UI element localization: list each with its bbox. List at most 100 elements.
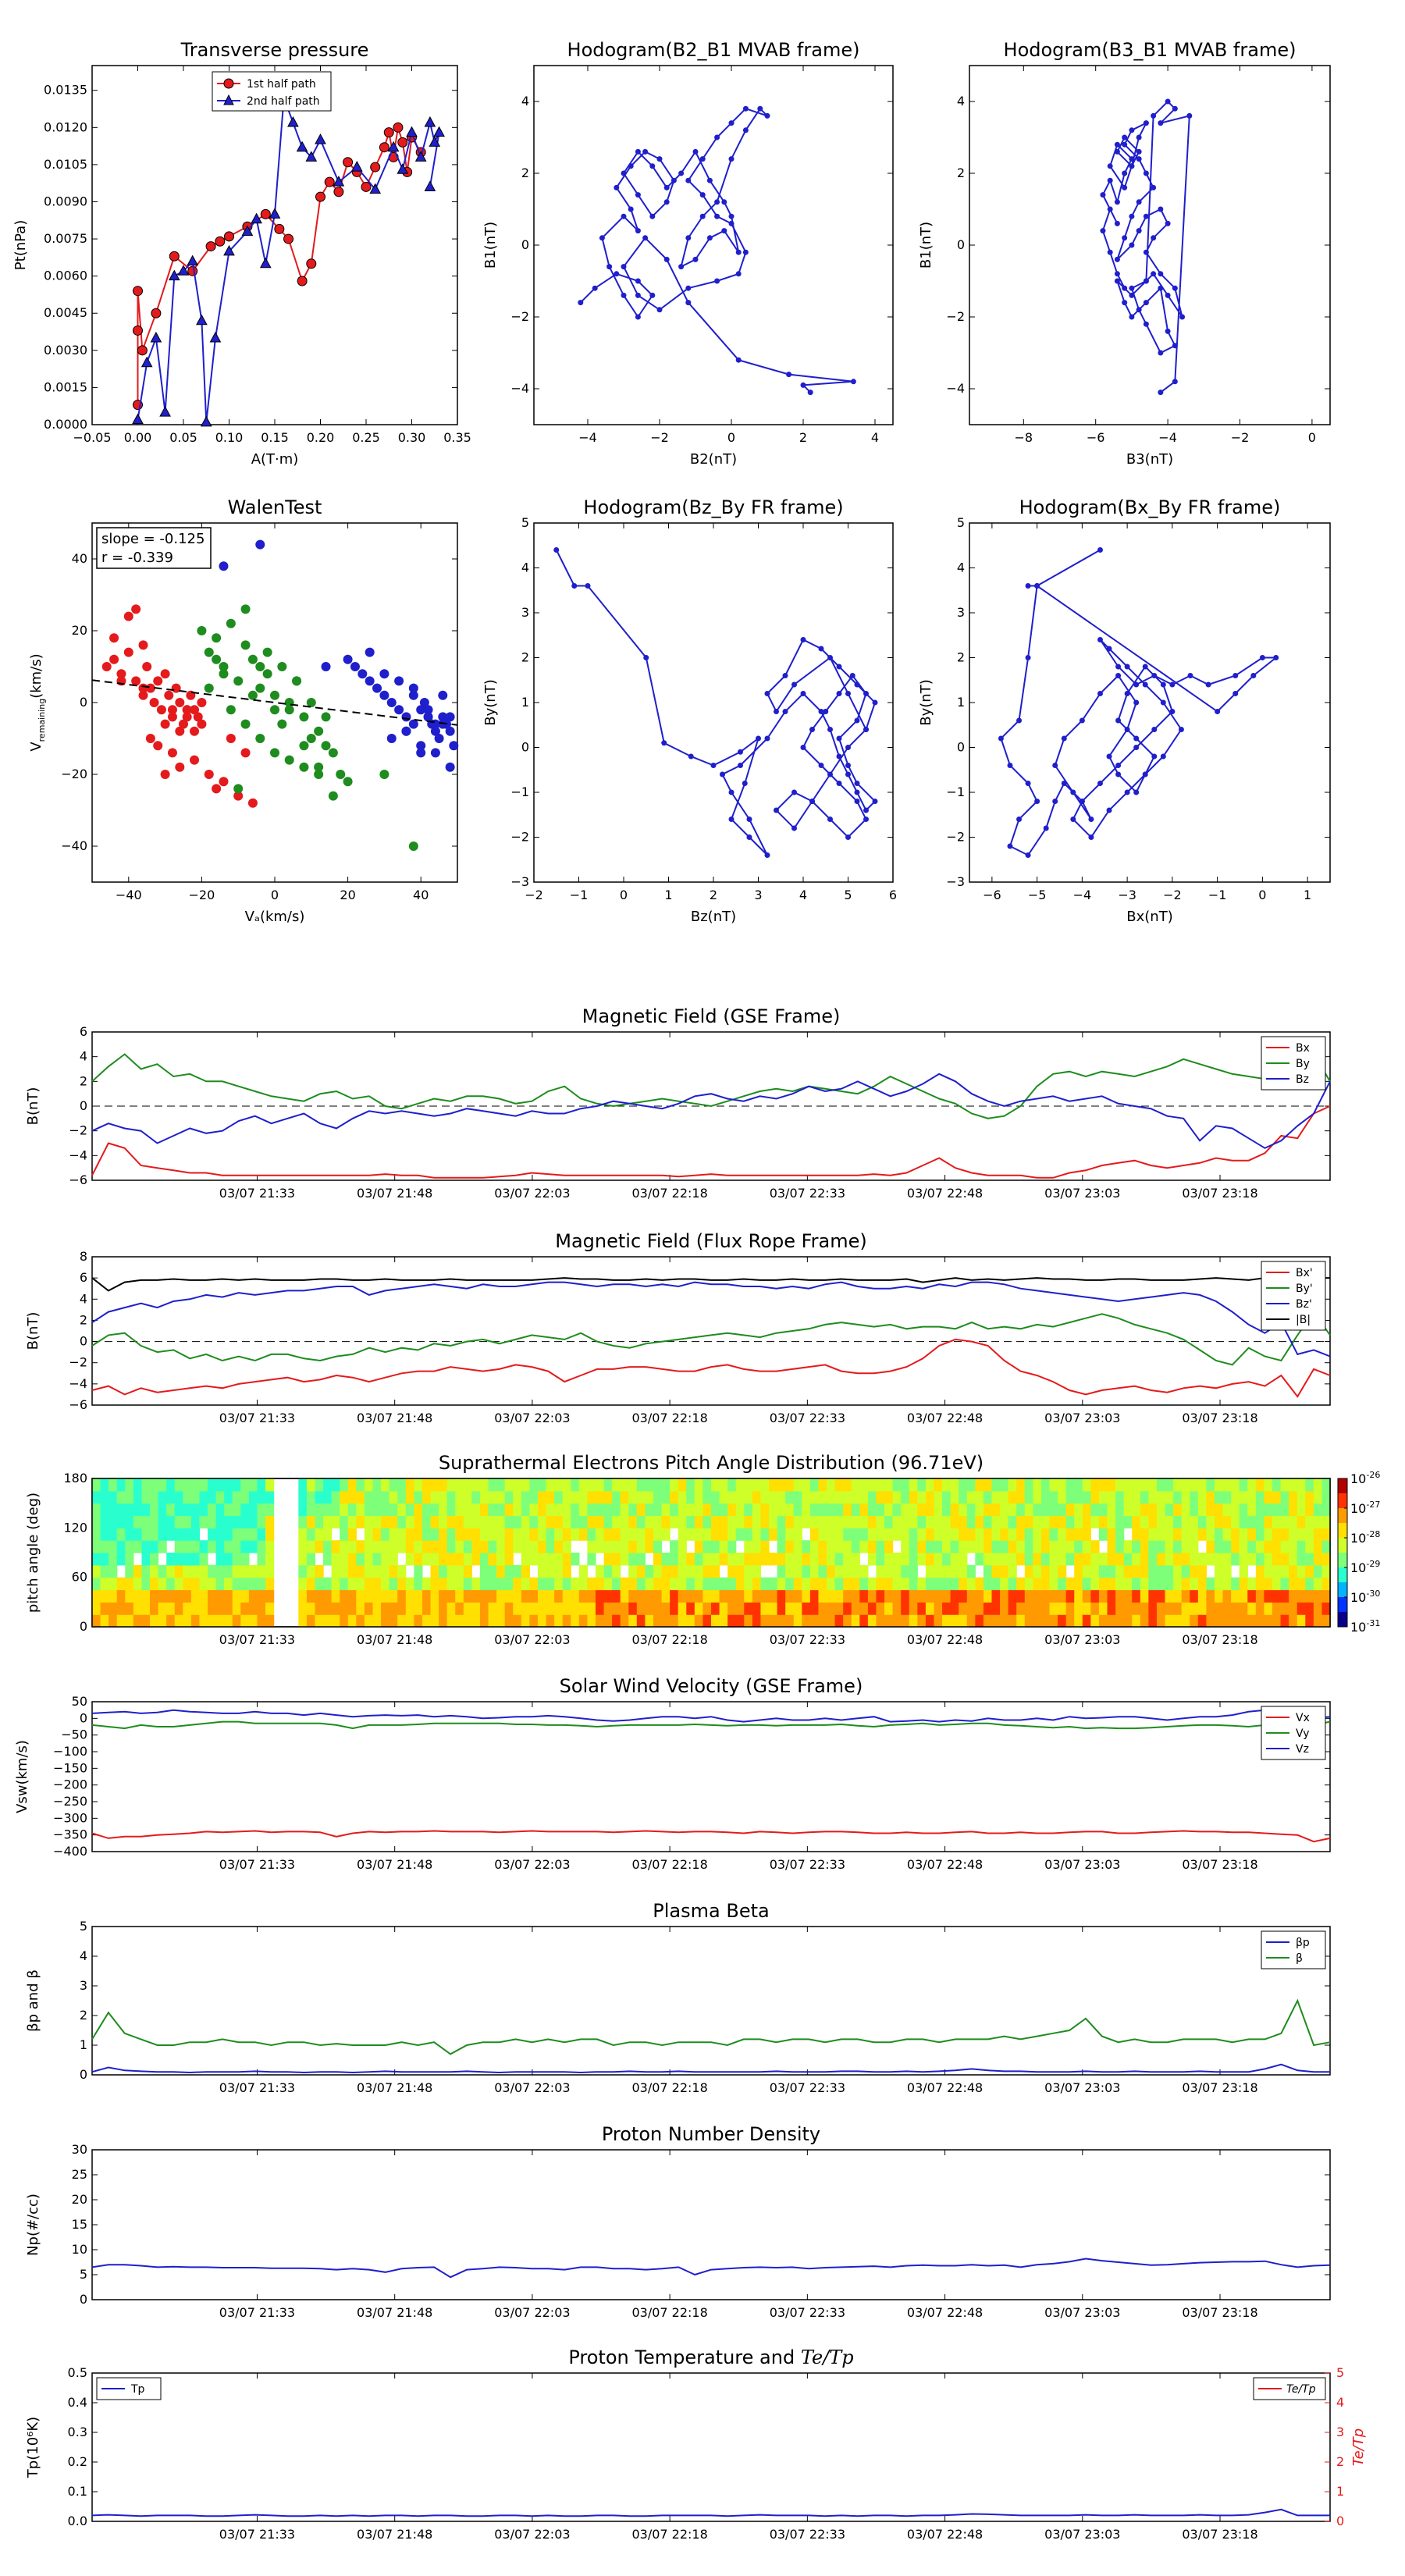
pad-cell (983, 1528, 993, 1541)
h1-point (728, 220, 735, 226)
pad-cell (405, 1577, 414, 1591)
pad-cell (1049, 1515, 1058, 1528)
walen-point (299, 712, 309, 722)
pt-point-circle (306, 258, 317, 269)
pad-cell (562, 1553, 571, 1566)
pad-cell (215, 1614, 225, 1628)
pad-cell (735, 1490, 745, 1504)
pad-cell (1008, 1564, 1017, 1578)
pad-cell (769, 1478, 778, 1492)
pad-cell (463, 1577, 472, 1591)
h3-point (728, 817, 735, 822)
pad-cell (1289, 1553, 1298, 1566)
pad-cell (966, 1577, 976, 1591)
pad-cell (100, 1478, 109, 1492)
pad-cell (323, 1490, 333, 1504)
pad-cell (785, 1553, 795, 1566)
h2-point (1129, 292, 1135, 298)
pad-cell (777, 1614, 786, 1628)
pad-cell (529, 1515, 539, 1528)
walen-xtick-label: −20 (189, 888, 215, 902)
pad-cell (925, 1503, 935, 1517)
h1-ytick-label: −2 (510, 309, 529, 324)
h1-point (714, 199, 720, 205)
pt-point-circle (215, 236, 226, 247)
h1-point (728, 156, 735, 162)
walen-point (131, 604, 141, 614)
pad-cell (504, 1553, 514, 1566)
pad-cell (851, 1503, 860, 1517)
walen-point (240, 748, 251, 758)
walen-point (175, 726, 185, 736)
h2-point (1100, 228, 1106, 234)
pad-cell (397, 1589, 407, 1603)
pad-cell (1140, 1602, 1149, 1615)
h3-point (746, 834, 752, 840)
pad-cell (859, 1602, 869, 1615)
walen-xtick-label: 40 (413, 888, 429, 902)
h4-point (1097, 691, 1103, 696)
pad-cell (1321, 1553, 1331, 1566)
pad-cell (1132, 1589, 1141, 1603)
bfr-ytick-label: −4 (69, 1376, 87, 1391)
pad-cell (521, 1564, 530, 1578)
pad-cell (1098, 1602, 1108, 1615)
pad-cell (827, 1503, 836, 1517)
walen-point (233, 676, 244, 686)
pad-cell (190, 1503, 201, 1517)
pad-cell (620, 1553, 629, 1566)
pad-cell (942, 1602, 951, 1615)
pad-cell (1272, 1478, 1282, 1492)
pad-cell (125, 1577, 134, 1591)
pad-cell (215, 1528, 225, 1541)
h1-point (621, 264, 627, 270)
h4-point (1025, 781, 1031, 786)
pad-cell (158, 1564, 167, 1578)
pad-cell (1165, 1589, 1174, 1603)
h2-point (1165, 98, 1171, 105)
pad-cell (719, 1602, 728, 1615)
pad-cell (744, 1577, 753, 1591)
pad-cell (1214, 1540, 1224, 1553)
pad-cell (1297, 1614, 1306, 1628)
pad-cell (471, 1602, 481, 1615)
pad-cell (92, 1553, 101, 1566)
pad-cell (488, 1589, 497, 1603)
h4-point (1115, 763, 1122, 768)
h4-point (1160, 699, 1166, 706)
walen-point (430, 719, 440, 729)
pad-cell (793, 1602, 802, 1615)
walen-point (204, 647, 214, 657)
pad-cell (488, 1540, 497, 1553)
pad-cell (1016, 1478, 1026, 1492)
walen-point (277, 719, 287, 729)
pad-cell (405, 1602, 414, 1615)
pad-cell (414, 1503, 423, 1517)
pad-cell (1165, 1503, 1174, 1517)
pad-cell (208, 1490, 217, 1504)
pt-ytick-label: 0.0015 (44, 379, 87, 394)
walen-point (182, 712, 192, 722)
pad-cell (612, 1503, 621, 1517)
pad-cell (1289, 1614, 1298, 1628)
h2-point (1151, 271, 1157, 277)
pad-cell (670, 1490, 679, 1504)
pad-cell (546, 1577, 555, 1591)
pad-cell (372, 1515, 382, 1528)
pad-cell (1132, 1490, 1141, 1504)
pad-cell (1132, 1515, 1141, 1528)
pad-cell (884, 1553, 894, 1566)
pad-cell (1049, 1540, 1058, 1553)
h2-ytick-label: −4 (946, 381, 965, 396)
pad-cell (331, 1503, 340, 1517)
pad-cell (1321, 1540, 1331, 1553)
pad-cell (628, 1564, 638, 1578)
pad-cell (678, 1515, 687, 1528)
h3-point (774, 709, 779, 714)
pad-colorbar-label: 10-27 (1350, 1500, 1380, 1516)
pt-point-triangle (315, 133, 326, 144)
pad-cell (306, 1478, 316, 1492)
pad-colorbar-base: 10 (1350, 1531, 1366, 1546)
pad-cell (1148, 1478, 1158, 1492)
